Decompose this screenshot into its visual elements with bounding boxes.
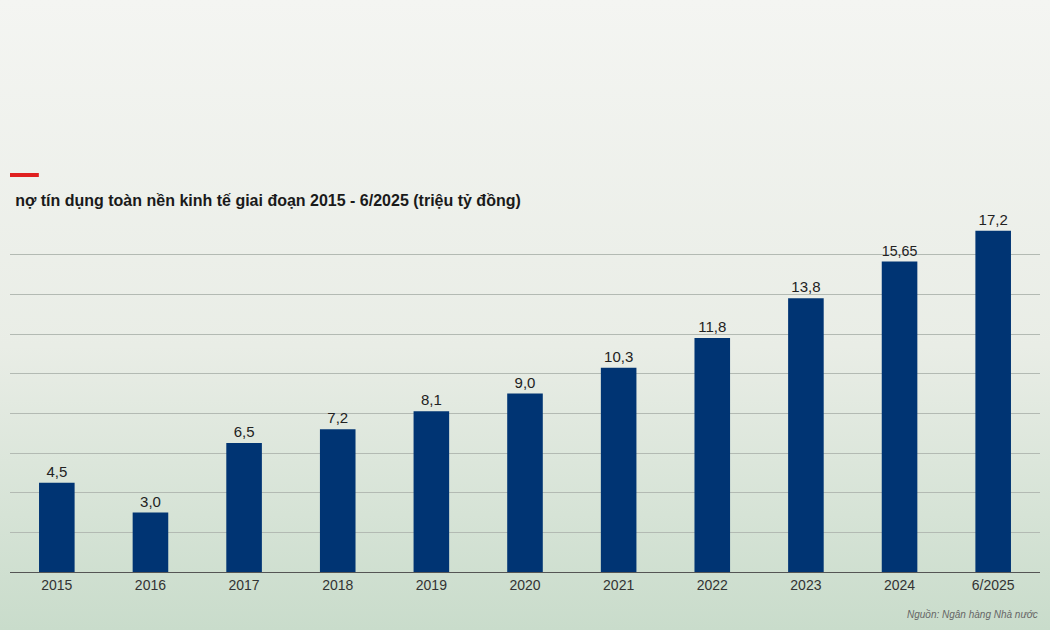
svg-text:2018: 2018	[322, 577, 353, 593]
svg-text:6,5: 6,5	[234, 423, 255, 440]
svg-text:17,2: 17,2	[979, 211, 1008, 228]
svg-text:7,2: 7,2	[327, 409, 348, 426]
svg-text:2022: 2022	[697, 577, 728, 593]
svg-text:8,1: 8,1	[421, 391, 442, 408]
svg-text:2021: 2021	[603, 577, 634, 593]
svg-text:2020: 2020	[509, 577, 540, 593]
svg-text:2016: 2016	[135, 577, 166, 593]
svg-text:4,5: 4,5	[46, 463, 67, 480]
svg-text:nợ tín dụng toàn nền kinh tế g: nợ tín dụng toàn nền kinh tế giai đoạn 2…	[15, 192, 521, 209]
svg-text:9,0: 9,0	[515, 374, 536, 391]
svg-text:11,8: 11,8	[698, 318, 726, 335]
svg-text:2023: 2023	[790, 577, 821, 593]
svg-text:Nguồn: Ngân hàng Nhà nước: Nguồn: Ngân hàng Nhà nước	[907, 609, 1038, 620]
svg-text:3,0: 3,0	[140, 493, 161, 510]
svg-text:2015: 2015	[41, 577, 72, 593]
svg-text:15,65: 15,65	[882, 243, 918, 259]
svg-text:2017: 2017	[229, 577, 260, 593]
svg-text:10,3: 10,3	[604, 348, 633, 365]
svg-text:13,8: 13,8	[791, 278, 820, 295]
svg-text:6/2025: 6/2025	[972, 577, 1015, 593]
svg-text:2019: 2019	[416, 577, 447, 593]
svg-text:2024: 2024	[884, 577, 915, 593]
